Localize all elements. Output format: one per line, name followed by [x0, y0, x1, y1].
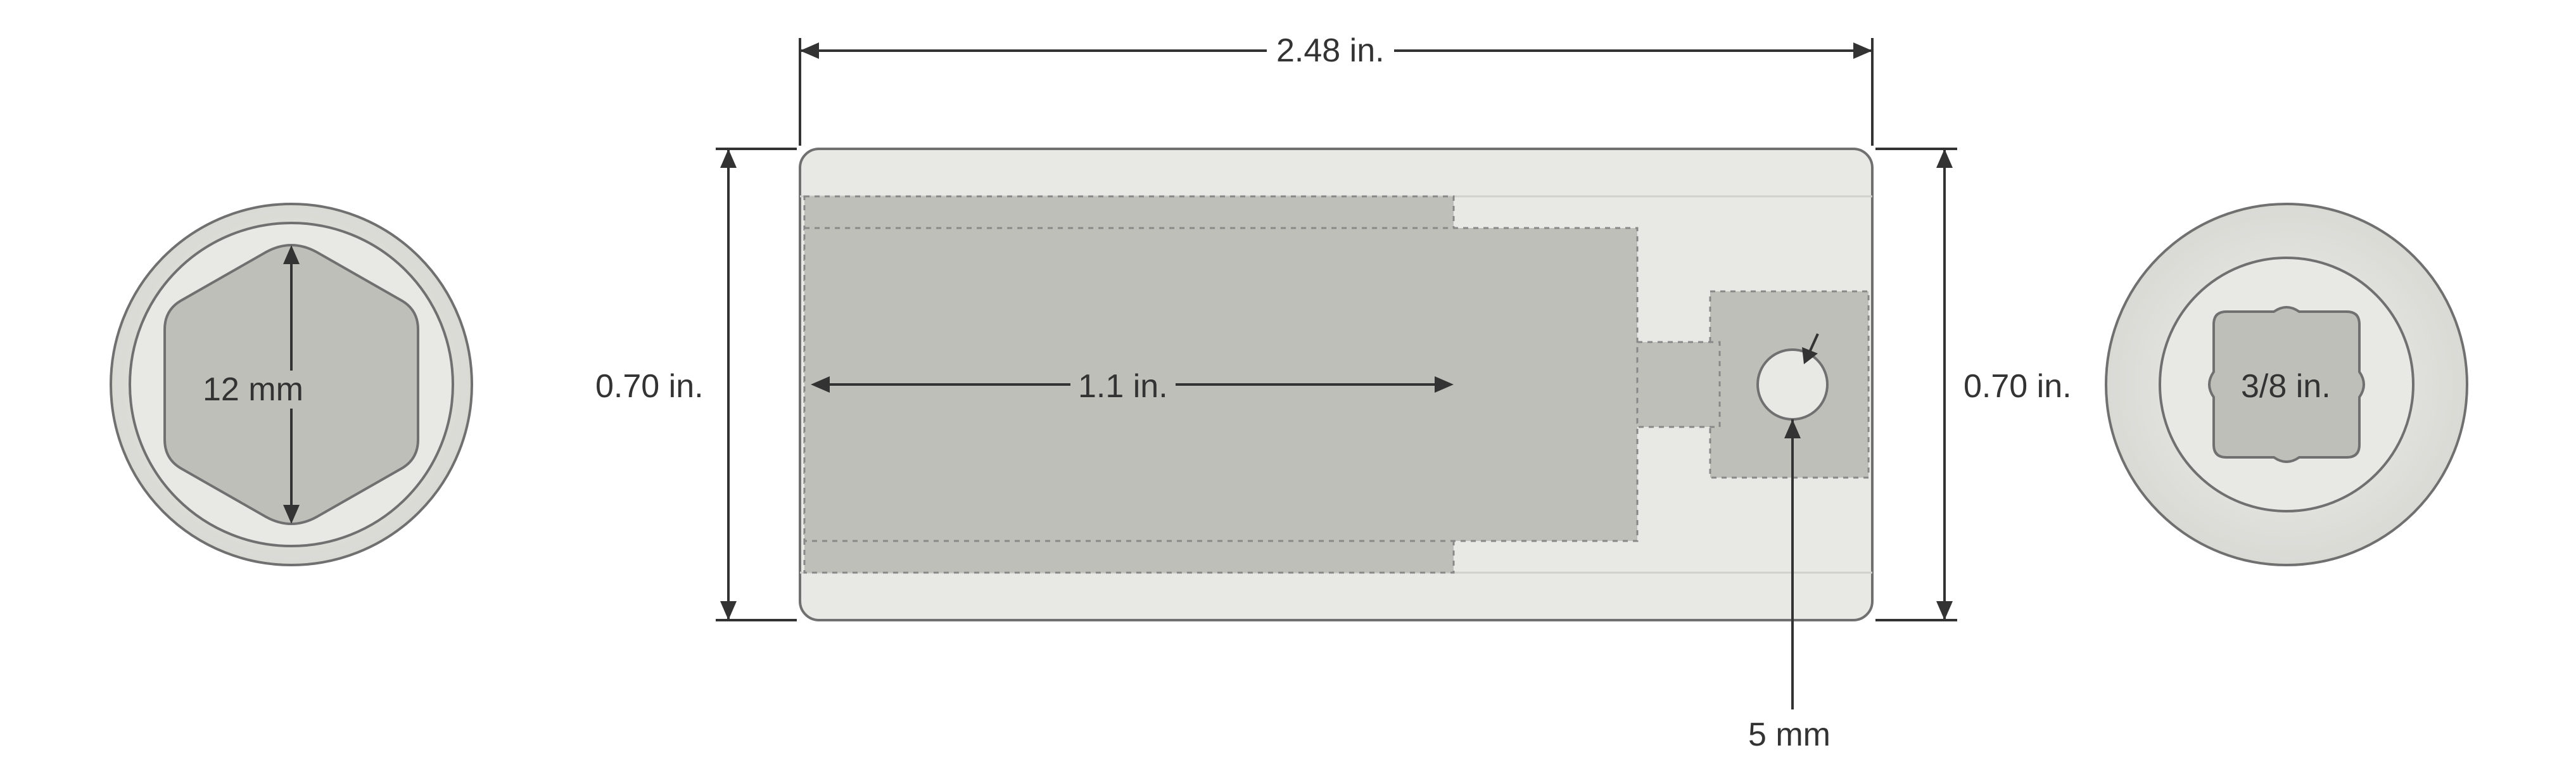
- socket-dimension-diagram: 12 mm: [0, 0, 2576, 769]
- drive-size-label: 3/8 in.: [2236, 367, 2336, 405]
- back-view: [0, 0, 2576, 769]
